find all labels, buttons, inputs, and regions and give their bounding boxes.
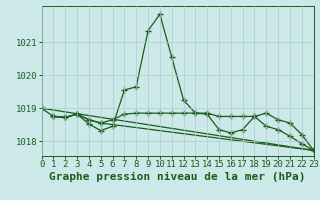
X-axis label: Graphe pression niveau de la mer (hPa): Graphe pression niveau de la mer (hPa): [49, 172, 306, 182]
